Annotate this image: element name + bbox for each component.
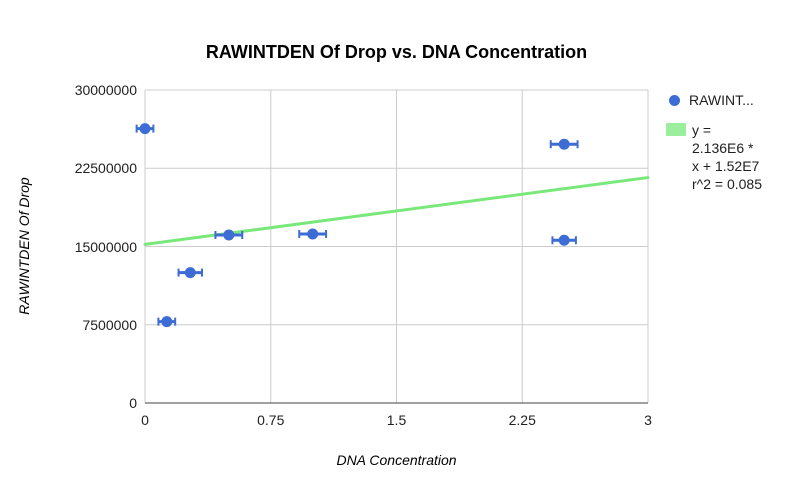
- data-point[interactable]: [558, 234, 570, 246]
- chart-title: RAWINTDEN Of Drop vs. DNA Concentration: [205, 42, 588, 62]
- x-tick-label: 2.25: [508, 412, 536, 428]
- data-point[interactable]: [558, 138, 570, 150]
- trendline-equation-line: x + 1.52E7: [692, 158, 760, 174]
- legend-item-series[interactable]: RAWINT...: [666, 92, 794, 109]
- y-tick-label: 22500000: [74, 160, 137, 177]
- trendline-equation: y = 2.136E6 * x + 1.52E7 r^2 = 0.085: [692, 121, 762, 193]
- legend-series-label: RAWINT...: [689, 92, 754, 108]
- x-axis-title: DNA Concentration: [336, 452, 457, 468]
- data-point[interactable]: [307, 228, 319, 240]
- data-point[interactable]: [161, 316, 173, 328]
- legend-item-trendline[interactable]: y = 2.136E6 * x + 1.52E7 r^2 = 0.085: [666, 121, 794, 193]
- y-tick-label: 30000000: [74, 82, 137, 98]
- data-point[interactable]: [139, 123, 151, 135]
- trendline-equation-line: 2.136E6 *: [692, 140, 754, 156]
- y-tick-label: 0: [129, 395, 137, 411]
- data-point[interactable]: [223, 229, 235, 241]
- y-tick-label: 15000000: [74, 238, 137, 255]
- trendline-swatch-icon: [666, 123, 686, 136]
- series-swatch-icon: [669, 95, 680, 106]
- data-point[interactable]: [184, 267, 196, 279]
- x-tick-label: 1.5: [386, 412, 407, 428]
- y-tick-label: 7500000: [82, 316, 137, 333]
- trendline-equation-line: r^2 = 0.085: [692, 176, 763, 192]
- x-tick-label: 3: [644, 412, 652, 428]
- x-tick-label: 0.75: [257, 412, 285, 428]
- trendline-equation-line: y =: [692, 122, 712, 138]
- plot-area[interactable]: [135, 89, 650, 404]
- x-tick-label: 0: [141, 412, 149, 428]
- legend: RAWINT... y = 2.136E6 * x + 1.52E7 r^2 = 0.…: [666, 92, 794, 205]
